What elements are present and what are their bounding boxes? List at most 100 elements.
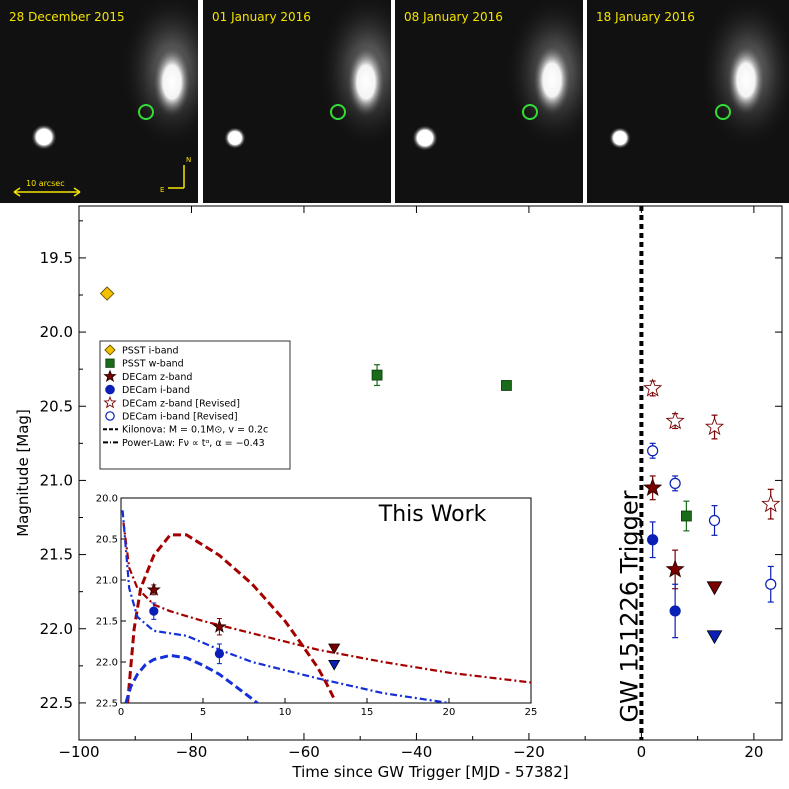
data-point-star <box>643 477 663 496</box>
host-galaxy <box>726 43 766 117</box>
inset-y-tick-label: 20.0 <box>96 494 118 505</box>
y-tick-label: 21.5 <box>40 546 73 564</box>
legend-label: DECam i-band [Revised] <box>122 412 238 423</box>
data-point-star <box>665 411 685 430</box>
y-tick-label: 22.5 <box>40 694 73 712</box>
inset-x-tick-label: 15 <box>361 707 374 718</box>
inset-y-tick-label: 22.0 <box>96 658 118 669</box>
legend-marker <box>105 411 115 421</box>
data-point-square <box>501 380 512 391</box>
x-tick-label: 0 <box>637 743 647 761</box>
inset-x-tick-label: 10 <box>279 707 292 718</box>
legend-label: DECam z-band [Revised] <box>122 398 240 409</box>
data-point-circle <box>669 605 681 617</box>
legend-label: DECam i-band <box>122 385 190 396</box>
data-point-circle <box>708 514 721 527</box>
x-tick-label: 20 <box>744 743 763 761</box>
y-tick-label: 19.5 <box>40 249 73 267</box>
x-tick-label: −20 <box>513 743 545 761</box>
legend-marker <box>105 358 115 368</box>
inset-data-point-triangle-down <box>328 643 341 655</box>
field-star <box>31 124 57 150</box>
panel-date-4: 18 January 2016 <box>596 10 695 24</box>
scale-bar-arrows <box>13 187 81 197</box>
y-tick-label: 20.0 <box>40 323 73 341</box>
x-tick-label: −80 <box>176 743 208 761</box>
data-point-star <box>761 494 781 513</box>
image-panel-2-drawing <box>224 0 391 150</box>
image-panel-1-drawing: 10 arcsec N E <box>13 0 198 197</box>
y-tick-label: 21.0 <box>40 471 73 489</box>
compass-east-label: E <box>160 186 164 194</box>
inset-frame <box>120 497 532 704</box>
inset-x-tick-label: 0 <box>118 707 124 718</box>
field-star <box>412 125 438 151</box>
data-point-circle <box>647 445 659 457</box>
target-circle <box>330 104 346 120</box>
image-panel-1: 10 arcsec N E 28 December 2015 <box>0 0 198 203</box>
field-star <box>609 127 631 149</box>
light-curve-chart: −100 −80 −60 −40 −20 0 20 19.5 20.0 20.5 21.0 21.5 2… <box>14 205 783 781</box>
data-point-star <box>704 416 725 436</box>
panel-date-1: 28 December 2015 <box>9 10 125 24</box>
legend-label: Kilonova: M = 0.1M⊙, v = 0.2c <box>122 425 268 436</box>
target-circle <box>715 104 731 120</box>
image-panel-2: 01 January 2016 <box>203 0 391 203</box>
y-tick-label: 20.5 <box>40 397 73 415</box>
inset-y-tick-label: 22.5 <box>96 699 118 710</box>
target-circle <box>522 104 538 120</box>
inset-data-point-star <box>146 582 161 596</box>
panel-date-2: 01 January 2016 <box>212 10 311 24</box>
inset-data-point-triangle-down <box>328 660 341 671</box>
image-panel-4-drawing <box>609 0 789 150</box>
host-galaxy <box>152 45 192 119</box>
data-point-circle <box>669 477 681 489</box>
panel-date-3: 08 January 2016 <box>404 10 503 24</box>
host-galaxy <box>532 43 572 117</box>
data-point-square <box>680 510 692 522</box>
legend-label: DECam z-band <box>122 372 192 383</box>
image-panel-3: 08 January 2016 <box>395 0 583 203</box>
inset-y-tick-label: 21.0 <box>96 576 118 587</box>
image-panel-4: 18 January 2016 <box>587 0 789 203</box>
inset-curve-dashed <box>124 653 260 703</box>
inset-y-tick-label: 21.5 <box>96 617 118 628</box>
inset-data-point-circle <box>149 606 159 616</box>
x-tick-label: −100 <box>58 743 99 761</box>
x-axis-label: Time since GW Trigger [MJD - 57382] <box>291 763 568 781</box>
data-point-triangle-down <box>706 581 723 596</box>
inset-data-point-star <box>212 619 227 633</box>
legend-marker <box>104 344 116 356</box>
scale-bar-label: 10 arcsec <box>26 179 65 188</box>
data-point-circle <box>647 534 659 546</box>
inset-curve-dashed <box>126 533 336 703</box>
data-point-diamond <box>99 286 115 301</box>
x-tick-label: −60 <box>288 743 320 761</box>
inset-curve-dashdot <box>122 522 531 684</box>
inset-title: This Work <box>378 502 487 527</box>
inset-x-tick-label: 20 <box>443 707 456 718</box>
legend-label: Power-Law: Fν ∝ tᵅ, α = −0.43 <box>122 438 265 449</box>
legend-box <box>99 340 291 470</box>
inset-curves <box>121 510 531 703</box>
legend-marker <box>103 369 117 383</box>
y-axis-label: Magnitude [Mag] <box>14 409 32 537</box>
image-panel-3-drawing <box>412 0 583 151</box>
inset-x-tick-label: 5 <box>200 707 206 718</box>
legend-label: PSST i-band <box>122 346 179 357</box>
y-tick-label: 22.0 <box>40 620 73 638</box>
legend-label: PSST w-band <box>122 359 184 370</box>
legend-marker <box>103 395 117 409</box>
gw-trigger-label: GW 151226 Trigger <box>615 490 643 722</box>
x-tick-label: −40 <box>401 743 433 761</box>
data-point-square <box>371 369 383 381</box>
inset-y-tick-label: 20.5 <box>96 535 118 546</box>
host-galaxy <box>346 45 386 119</box>
target-circle <box>138 104 154 120</box>
field-star <box>224 127 246 149</box>
inset-x-tick-label: 25 <box>525 707 538 718</box>
data-point-triangle-down <box>706 630 723 645</box>
data-point-circle <box>765 578 777 590</box>
data-point-star <box>643 378 663 397</box>
